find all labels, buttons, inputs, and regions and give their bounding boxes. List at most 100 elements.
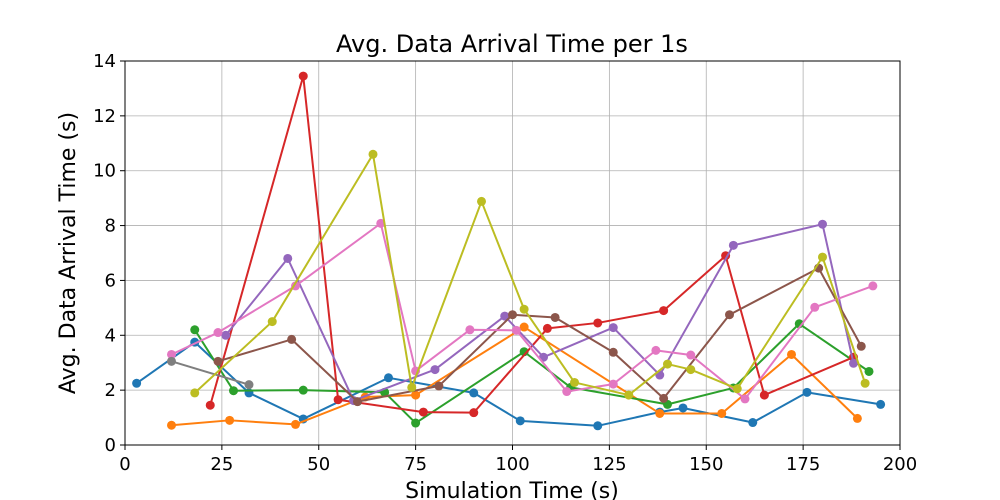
series-line <box>217 267 863 403</box>
data-point <box>876 399 886 409</box>
data-point <box>368 149 378 159</box>
data-point <box>384 373 393 383</box>
data-point <box>849 358 858 368</box>
series-line <box>209 75 854 414</box>
data-point <box>818 252 827 262</box>
data-point <box>732 384 742 394</box>
data-point <box>717 408 727 418</box>
x-tick-label: 100 <box>495 454 529 475</box>
y-axis-label: Avg. Data Arrival Time (s) <box>56 112 81 394</box>
data-point <box>608 379 618 389</box>
data-point <box>132 378 142 388</box>
data-point <box>651 345 661 355</box>
data-point <box>434 381 444 391</box>
data-point <box>818 219 827 229</box>
data-point <box>477 196 486 206</box>
data-point <box>418 407 428 417</box>
data-point <box>810 302 820 312</box>
x-tick-label: 25 <box>210 454 233 475</box>
data-point <box>465 325 475 335</box>
data-point <box>515 416 525 426</box>
y-tick-label: 6 <box>105 270 116 291</box>
data-point <box>550 312 560 322</box>
chart-title: Avg. Data Arrival Time per 1s <box>336 30 688 58</box>
data-point <box>500 311 510 321</box>
data-point <box>852 413 862 423</box>
data-point <box>213 328 223 338</box>
series-9 <box>190 149 870 400</box>
data-point <box>167 420 176 430</box>
data-point <box>519 304 529 314</box>
y-tick-label: 10 <box>93 161 116 182</box>
x-tick-label: 75 <box>404 454 427 475</box>
tick-layer: 0 25 50 75 100 125 150 175 200 0 2 4 6 8 10 12 14 <box>93 51 917 475</box>
data-point <box>787 349 796 359</box>
data-point <box>802 387 812 397</box>
data-point <box>205 400 215 410</box>
data-point <box>663 359 672 369</box>
series-6 <box>213 263 866 407</box>
data-point <box>593 421 603 431</box>
x-tick-label: 150 <box>689 454 723 475</box>
data-point <box>759 390 769 400</box>
data-point <box>608 323 618 333</box>
data-point <box>748 418 758 428</box>
data-point <box>225 415 235 425</box>
data-point <box>291 419 300 429</box>
series-line <box>171 360 250 386</box>
y-tick-label: 14 <box>93 51 116 72</box>
data-point <box>725 310 734 320</box>
data-point <box>593 318 603 328</box>
data-point <box>244 380 254 390</box>
data-point <box>655 408 665 418</box>
data-point <box>686 350 696 360</box>
data-point <box>860 378 870 388</box>
y-tick-label: 8 <box>105 216 116 237</box>
data-point <box>570 377 579 387</box>
data-point <box>678 403 688 413</box>
data-point <box>190 388 200 398</box>
series-8 <box>167 356 254 390</box>
data-point <box>740 394 750 404</box>
data-point <box>167 349 176 359</box>
x-tick-label: 200 <box>883 454 917 475</box>
y-tick-label: 0 <box>105 435 116 456</box>
data-point <box>190 325 200 335</box>
data-point <box>511 325 521 335</box>
data-point <box>856 341 866 351</box>
series-2 <box>167 322 862 430</box>
data-point <box>864 366 874 376</box>
data-point <box>519 347 529 357</box>
data-point <box>167 356 176 366</box>
data-point <box>411 390 421 400</box>
data-point <box>353 397 362 407</box>
data-point <box>221 330 231 340</box>
series-4 <box>205 71 858 418</box>
data-point <box>608 347 618 357</box>
data-point <box>229 386 238 396</box>
y-tick-label: 4 <box>105 325 116 346</box>
data-point <box>659 393 669 403</box>
x-tick-label: 0 <box>119 454 130 475</box>
data-point <box>298 385 308 395</box>
data-point <box>376 218 386 228</box>
data-point <box>469 388 479 398</box>
series-layer <box>132 71 886 431</box>
data-point <box>411 418 421 428</box>
x-tick-label: 50 <box>307 454 330 475</box>
x-tick-label: 175 <box>786 454 820 475</box>
data-point <box>287 334 297 344</box>
data-point <box>868 281 878 291</box>
y-tick-label: 2 <box>105 380 116 401</box>
data-point <box>407 382 417 392</box>
data-point <box>542 323 552 333</box>
data-point <box>686 365 696 375</box>
data-point <box>659 306 669 316</box>
data-point <box>430 365 440 375</box>
data-point <box>728 240 738 250</box>
x-axis-label: Simulation Time (s) <box>405 479 619 500</box>
data-point <box>562 387 572 397</box>
data-point <box>333 395 343 405</box>
series-line <box>171 326 859 427</box>
